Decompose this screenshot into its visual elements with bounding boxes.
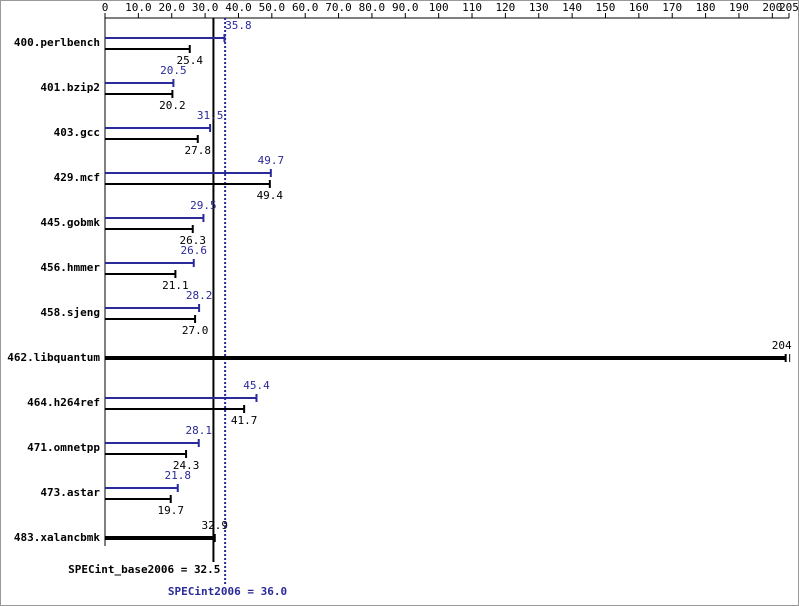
category-label: 445.gobmk [40,216,100,229]
x-tick-label: 205 [779,1,799,14]
value-label: 25.4 [176,54,203,67]
x-tick-label: 140 [562,1,582,14]
x-tick-label: 70.0 [325,1,352,14]
x-tick-label: 50.0 [259,1,286,14]
value-label: 49.7 [258,154,285,167]
x-tick-label: 0 [102,1,109,14]
x-tick-label: 20.0 [158,1,185,14]
value-label: 204 [772,339,792,352]
category-label: 458.sjeng [40,306,100,319]
category-label: 471.omnetpp [27,441,100,454]
x-tick-label: 90.0 [392,1,419,14]
x-tick-label: 160 [629,1,649,14]
category-label: 456.hmmer [40,261,100,274]
x-tick-label: 200 [762,1,782,14]
category-label: 400.perlbench [14,36,100,49]
x-tick-label: 110 [462,1,482,14]
value-label: 31.5 [197,109,224,122]
value-label: 29.5 [190,199,217,212]
category-label: 464.h264ref [27,396,100,409]
value-label: 27.8 [185,144,212,157]
category-label: 483.xalancbmk [14,531,100,544]
category-label: 403.gcc [54,126,100,139]
category-label: 401.bzip2 [40,81,100,94]
value-label: 20.5 [160,64,187,77]
x-tick-label: 80.0 [359,1,386,14]
value-label: 41.7 [231,414,258,427]
x-tick-label: 170 [662,1,682,14]
value-label: 35.8 [225,19,252,32]
x-tick-label: 30.0 [192,1,219,14]
value-label: 24.3 [173,459,200,472]
x-tick-label: 60.0 [292,1,319,14]
category-label: 429.mcf [54,171,100,184]
x-tick-label: 130 [529,1,549,14]
value-label: 45.4 [243,379,270,392]
value-label: 32.9 [202,519,229,532]
x-tick-label: 120 [495,1,515,14]
x-tick-label: 40.0 [225,1,252,14]
value-label: 28.2 [186,289,213,302]
value-label: 28.1 [186,424,213,437]
x-tick-label: 150 [596,1,616,14]
value-label: 27.0 [182,324,209,337]
value-label: 21.1 [162,279,189,292]
x-tick-label: 10.0 [125,1,152,14]
category-label: 473.astar [40,486,100,499]
value-label: 49.4 [257,189,284,202]
value-label: 26.6 [181,244,208,257]
category-label: 462.libquantum [7,351,100,364]
value-label: 19.7 [157,504,184,517]
summary-label: SPECint_base2006 = 32.5 [68,563,220,576]
value-label: 26.3 [180,234,207,247]
x-tick-label: 100 [429,1,449,14]
value-label: 21.8 [164,469,191,482]
value-label: 20.2 [159,99,186,112]
summary-label: SPECint2006 = 36.0 [168,585,287,598]
x-tick-label: 190 [729,1,749,14]
x-tick-label: 180 [696,1,716,14]
